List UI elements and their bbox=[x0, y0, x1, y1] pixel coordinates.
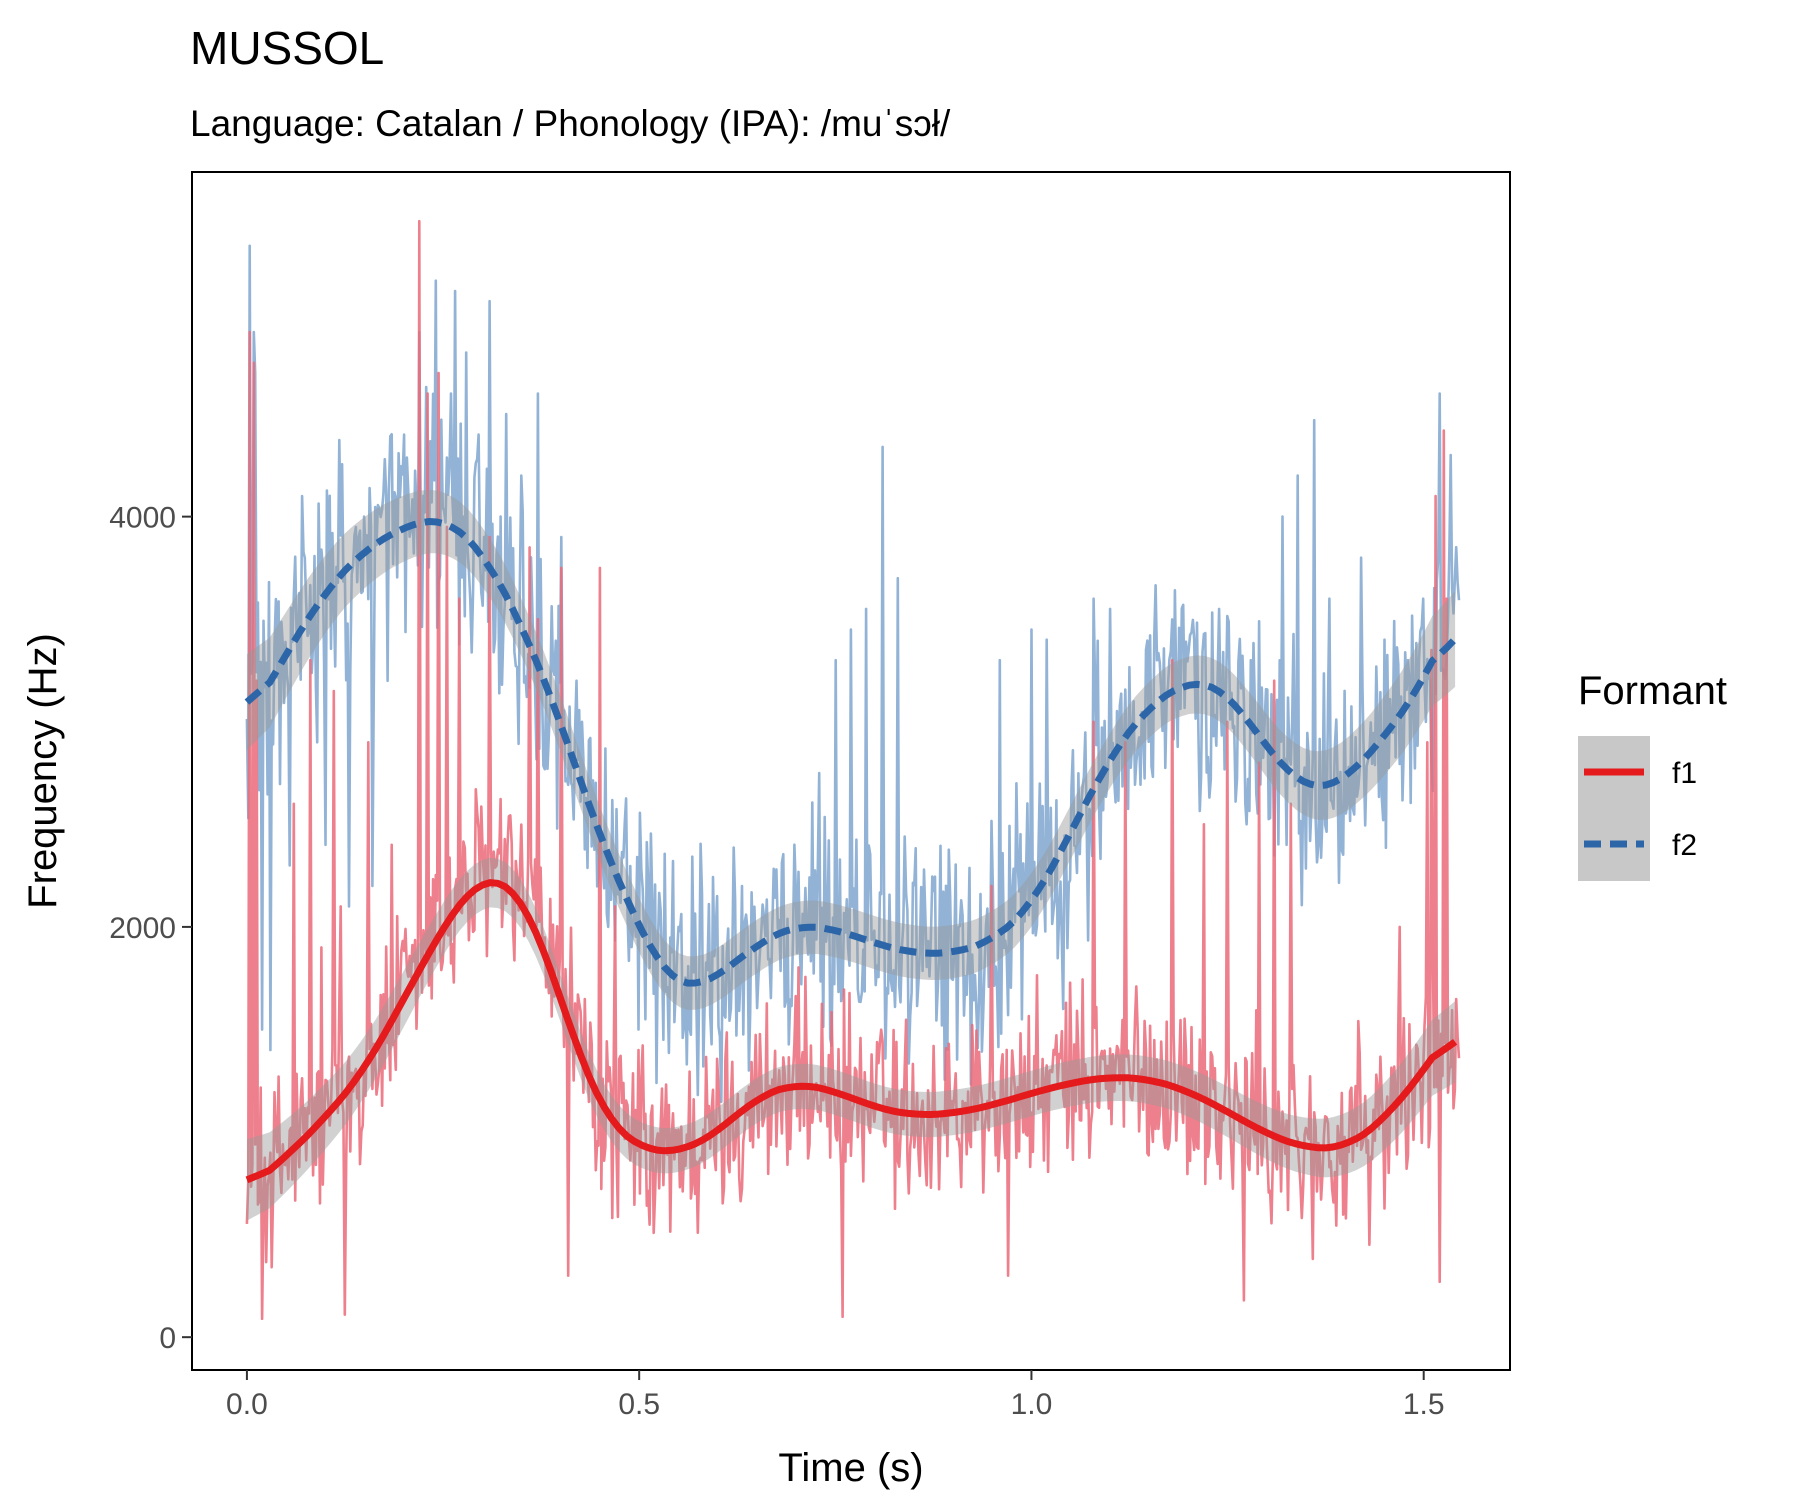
y-tick-label: 2000 bbox=[109, 912, 176, 945]
plot-border bbox=[191, 171, 1511, 1371]
x-axis: 0.0 0.5 1.0 1.5 bbox=[226, 1370, 1445, 1421]
x-tick-label: 0.0 bbox=[226, 1388, 268, 1421]
legend-label-f1: f1 bbox=[1672, 757, 1697, 790]
legend: Formant f1 f2 bbox=[1578, 669, 1727, 881]
chart-title: MUSSOL bbox=[190, 22, 384, 74]
legend-label-f2: f2 bbox=[1672, 829, 1697, 862]
x-tick-label: 0.5 bbox=[618, 1388, 660, 1421]
confidence-band-f2 bbox=[246, 489, 1456, 1010]
legend-key-background bbox=[1578, 736, 1650, 881]
plot-area bbox=[191, 171, 1511, 1371]
smooth-line-f2 bbox=[244, 518, 1458, 987]
raw-track-f1 bbox=[245, 219, 1461, 1320]
confidence-band-f1 bbox=[246, 857, 1456, 1221]
x-axis-label: Time (s) bbox=[778, 1446, 923, 1490]
raw-track-f2 bbox=[245, 244, 1461, 1104]
smooth-line-f1 bbox=[245, 879, 1458, 1184]
y-axis-label: Frequency (Hz) bbox=[21, 633, 65, 909]
smoothed-formant-curves bbox=[244, 489, 1458, 1221]
raw-formant-tracks bbox=[245, 219, 1461, 1320]
y-tick-label: 4000 bbox=[109, 502, 176, 535]
x-tick-label: 1.5 bbox=[1403, 1388, 1445, 1421]
y-tick-label: 0 bbox=[159, 1322, 176, 1355]
legend-title: Formant bbox=[1578, 669, 1727, 713]
y-axis: 0 2000 4000 bbox=[109, 502, 192, 1355]
chart-subtitle: Language: Catalan / Phonology (IPA): /mu… bbox=[190, 103, 951, 144]
x-tick-label: 1.0 bbox=[1011, 1388, 1053, 1421]
